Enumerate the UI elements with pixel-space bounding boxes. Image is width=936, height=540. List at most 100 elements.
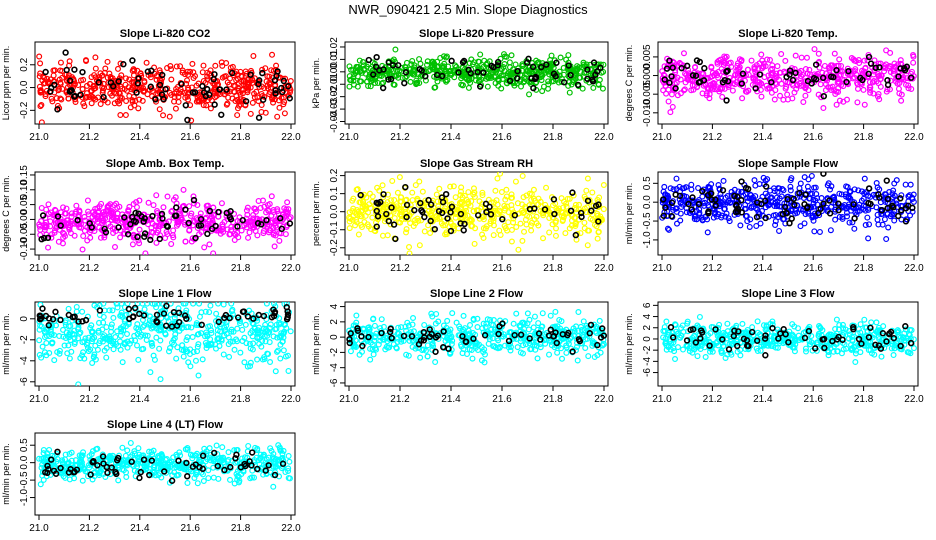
- data-point: [394, 189, 401, 196]
- data-point: [356, 351, 363, 358]
- data-point: [757, 220, 764, 227]
- data-point-black: [683, 62, 691, 70]
- data-point: [37, 226, 44, 233]
- data-point: [695, 185, 702, 192]
- data-point: [684, 76, 691, 83]
- data-point-black: [897, 65, 904, 72]
- data-point: [346, 83, 353, 90]
- data-point: [261, 355, 268, 362]
- data-point: [82, 57, 89, 64]
- data-point: [688, 87, 695, 94]
- data-point: [771, 188, 778, 195]
- data-point: [791, 89, 798, 96]
- data-point-black: [845, 67, 852, 75]
- data-point: [590, 84, 597, 91]
- data-point: [811, 46, 818, 53]
- data-point: [429, 340, 436, 347]
- data-point: [692, 64, 699, 71]
- data-point: [168, 208, 175, 215]
- data-point: [153, 76, 160, 83]
- data-point-black: [789, 76, 797, 84]
- data-point-black: [511, 331, 518, 339]
- data-point: [379, 62, 386, 69]
- data-point-black: [420, 328, 428, 336]
- data-point: [263, 302, 270, 307]
- data-point: [77, 329, 84, 336]
- data-point: [660, 188, 667, 195]
- data-point: [887, 68, 894, 75]
- data-point-black: [120, 61, 127, 68]
- x-tick-label: 21.8: [543, 132, 563, 143]
- data-point: [784, 91, 791, 98]
- data-point: [242, 321, 249, 328]
- data-point: [81, 103, 88, 110]
- plot-frame: [657, 301, 919, 387]
- data-point-black: [182, 102, 189, 109]
- data-point: [778, 80, 785, 87]
- data-point: [748, 57, 755, 64]
- data-point: [403, 351, 410, 358]
- data-point: [719, 199, 726, 206]
- data-point-black: [695, 200, 703, 208]
- data-point-black: [135, 75, 142, 82]
- panel-title: Slope Sample Flow: [738, 158, 839, 170]
- x-tick-label: 21.6: [180, 132, 200, 143]
- data-point: [59, 85, 66, 92]
- data-point: [811, 228, 818, 235]
- y-tick-label: 4: [329, 303, 340, 309]
- data-point: [722, 59, 729, 66]
- data-point: [520, 209, 527, 216]
- data-point-black: [378, 329, 385, 337]
- data-point: [191, 200, 198, 207]
- data-point-black: [586, 330, 593, 337]
- data-point: [48, 234, 55, 241]
- data-point: [585, 353, 592, 360]
- data-point: [478, 357, 485, 364]
- data-point: [89, 335, 96, 342]
- data-point-black: [159, 71, 166, 79]
- data-point: [883, 47, 890, 54]
- data-point: [739, 95, 746, 102]
- data-point: [257, 204, 264, 211]
- x-tick-label: 21.0: [29, 394, 49, 405]
- data-point: [546, 62, 553, 69]
- data-point: [75, 381, 82, 386]
- data-point: [268, 193, 275, 200]
- data-point-black: [239, 216, 246, 224]
- y-tick-label: 0: [19, 316, 30, 322]
- data-point: [258, 108, 265, 115]
- data-point: [106, 307, 113, 314]
- data-point: [220, 351, 227, 358]
- data-point: [123, 98, 130, 105]
- data-point: [449, 337, 456, 344]
- data-point: [578, 327, 585, 334]
- data-point-black: [67, 77, 74, 84]
- data-point: [471, 338, 478, 345]
- data-point: [130, 201, 137, 208]
- data-point: [210, 204, 217, 211]
- data-point: [510, 320, 517, 327]
- data-point: [204, 202, 211, 209]
- data-point: [910, 53, 917, 60]
- data-point: [136, 240, 143, 247]
- x-tick-label: 21.2: [703, 132, 723, 143]
- data-point-black: [69, 313, 77, 321]
- data-point-black: [584, 197, 592, 205]
- data-point: [390, 81, 397, 88]
- data-point: [407, 202, 414, 209]
- data-point: [85, 334, 92, 341]
- data-point: [88, 322, 95, 329]
- data-point: [88, 74, 95, 81]
- data-point: [66, 331, 73, 338]
- data-point: [848, 207, 855, 214]
- data-point-black: [884, 81, 892, 89]
- data-point: [232, 83, 239, 90]
- data-point: [39, 343, 46, 350]
- data-point-black: [274, 68, 281, 75]
- data-point: [787, 177, 794, 184]
- data-point: [228, 328, 235, 335]
- data-point: [469, 355, 476, 362]
- data-point-black: [692, 72, 700, 79]
- data-point: [175, 93, 182, 100]
- data-point-black: [584, 66, 591, 73]
